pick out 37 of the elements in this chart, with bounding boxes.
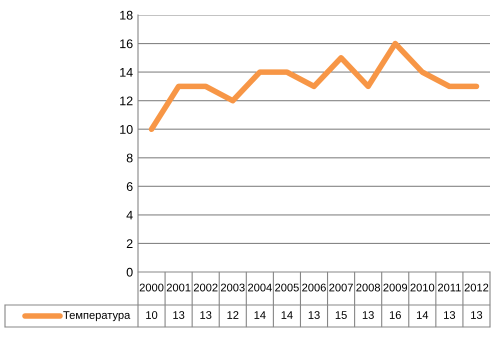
data-label: 14 xyxy=(416,311,428,319)
x-tick-label: 2005 xyxy=(275,284,299,292)
x-tick-label: 2009 xyxy=(383,284,408,292)
y-tick-label: 12 xyxy=(120,96,133,106)
x-tick-label: 2004 xyxy=(248,284,272,292)
y-tick-label: 14 xyxy=(120,68,133,77)
x-tick-label: 2000 xyxy=(140,284,164,292)
y-tick-label: 18 xyxy=(120,10,133,20)
x-tick-label: 2008 xyxy=(356,284,380,292)
x-tick-label: 2002 xyxy=(194,284,218,292)
legend-label: Температура xyxy=(63,311,130,322)
data-label: 13 xyxy=(444,311,456,319)
data-label: 12 xyxy=(227,311,238,319)
y-tick-label: 0 xyxy=(126,268,133,277)
y-tick-label: 16 xyxy=(120,39,133,48)
y-tick-label: 4 xyxy=(126,210,133,220)
y-tick-label: 10 xyxy=(120,125,133,134)
data-label: 13 xyxy=(200,311,212,319)
y-tick-label: 2 xyxy=(126,239,133,248)
x-tick-label: 2012 xyxy=(464,284,488,292)
x-tick-label: 2007 xyxy=(329,284,353,292)
data-label: 15 xyxy=(336,311,347,319)
data-label: 14 xyxy=(254,311,266,319)
x-tick-label: 2010 xyxy=(410,284,434,292)
x-tick-label: 2006 xyxy=(302,284,326,292)
x-tick-label: 2003 xyxy=(220,284,245,292)
x-tick-label: 2011 xyxy=(438,284,461,292)
data-label: 14 xyxy=(282,311,293,319)
data-label: 10 xyxy=(146,311,158,319)
data-label: 13 xyxy=(471,311,482,319)
x-tick-label: 2001 xyxy=(166,284,190,292)
data-label: 13 xyxy=(308,311,320,319)
data-label: 13 xyxy=(173,311,184,319)
y-tick-label: 6 xyxy=(126,182,133,191)
y-tick-label: 8 xyxy=(126,154,133,162)
data-label: 13 xyxy=(362,311,374,319)
data-label: 16 xyxy=(390,311,401,319)
